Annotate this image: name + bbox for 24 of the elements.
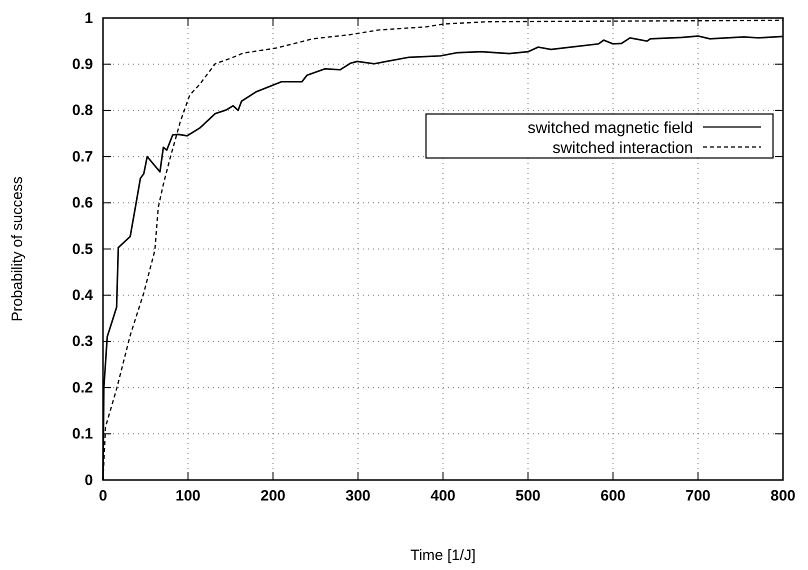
- y-tick-label: 0.8: [72, 102, 93, 120]
- x-tick-label: 100: [175, 488, 201, 505]
- y-axis-title: Probability of success: [9, 176, 26, 322]
- x-tick-label: 0: [98, 488, 108, 505]
- legend-label: switched interaction: [552, 140, 693, 157]
- legend-label: switched magnetic field: [528, 120, 693, 137]
- x-tick-label: 600: [600, 488, 626, 505]
- x-tick-label: 200: [260, 488, 286, 505]
- y-tick-label: 0.1: [72, 426, 93, 443]
- x-axis-title: Time [1/J]: [410, 547, 476, 564]
- x-tick-label: 400: [430, 488, 456, 505]
- x-tick-label: 800: [770, 488, 796, 505]
- y-tick-label: 0.3: [72, 333, 93, 350]
- y-tick-label: 0.2: [72, 379, 93, 396]
- y-tick-label: 0.9: [72, 56, 93, 73]
- y-tick-label: 0: [84, 472, 93, 489]
- y-tick-label: 0.5: [72, 240, 93, 258]
- x-tick-label: 700: [685, 488, 711, 505]
- x-tick-label: 300: [345, 488, 371, 505]
- y-tick-label: 0.4: [72, 287, 94, 304]
- y-tick-label: 0.6: [72, 194, 93, 212]
- y-tick-label: 0.7: [72, 148, 93, 166]
- x-tick-label: 500: [515, 488, 541, 505]
- y-tick-label: 1: [84, 10, 93, 27]
